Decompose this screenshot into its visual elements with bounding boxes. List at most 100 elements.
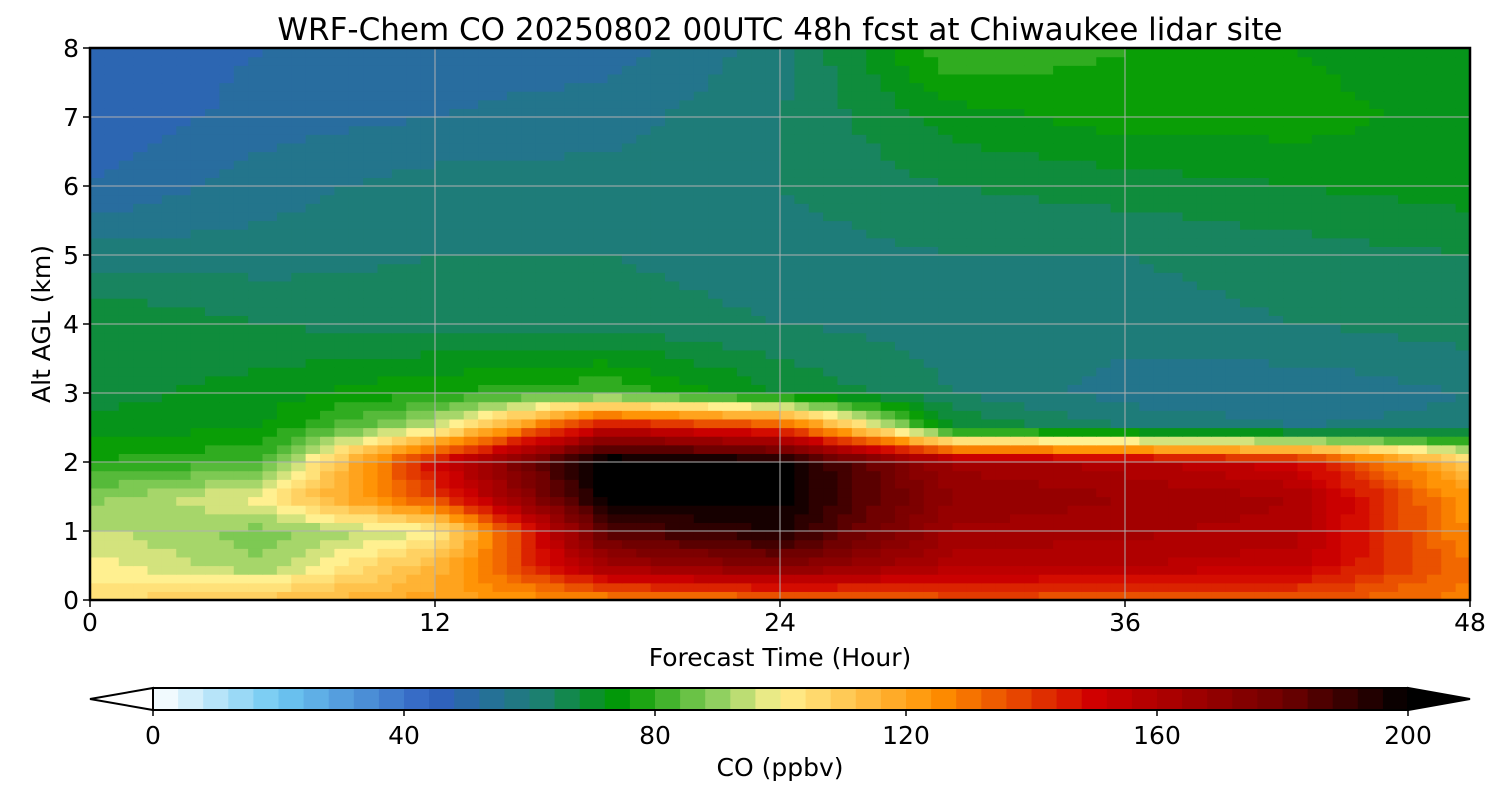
heatmap-cell xyxy=(650,505,666,515)
heatmap-cell xyxy=(1110,315,1126,325)
heatmap-cell xyxy=(147,556,163,567)
heatmap-cell xyxy=(1283,229,1299,239)
heatmap-cell xyxy=(1096,306,1112,316)
heatmap-cell xyxy=(1398,565,1414,575)
heatmap-cell xyxy=(1297,246,1313,256)
heatmap-cell xyxy=(578,298,594,308)
heatmap-cell xyxy=(90,263,105,273)
heatmap-cell xyxy=(420,151,436,161)
heatmap-cell xyxy=(104,220,120,230)
heatmap-cell xyxy=(1168,487,1184,498)
heatmap-cell xyxy=(463,263,479,273)
heatmap-cell xyxy=(952,401,968,411)
heatmap-cell xyxy=(1412,565,1428,575)
heatmap-cell xyxy=(233,401,249,411)
heatmap-cell xyxy=(1355,177,1370,187)
heatmap-cell xyxy=(765,151,781,161)
heatmap-cell xyxy=(1024,203,1040,213)
heatmap-cell xyxy=(1297,289,1313,299)
heatmap-cell xyxy=(808,505,824,515)
heatmap-cell xyxy=(506,582,522,592)
heatmap-cell xyxy=(765,444,781,454)
heatmap-cell xyxy=(607,298,623,308)
heatmap-cell xyxy=(693,410,709,420)
heatmap-cell xyxy=(564,194,580,204)
heatmap-cell xyxy=(506,487,522,498)
heatmap-cell xyxy=(1024,160,1040,170)
heatmap-cell xyxy=(104,556,120,567)
heatmap-cell xyxy=(1369,263,1385,273)
heatmap-cell xyxy=(909,582,925,592)
heatmap-cell xyxy=(1053,479,1069,489)
heatmap-cell xyxy=(564,151,580,161)
heatmap-cell xyxy=(1240,591,1255,600)
heatmap-cell xyxy=(133,220,149,230)
heatmap-cell xyxy=(90,513,105,523)
heatmap-cell xyxy=(1383,487,1399,498)
heatmap-cell xyxy=(1182,427,1198,437)
heatmap-cell xyxy=(104,151,120,161)
heatmap-cell xyxy=(693,548,709,558)
heatmap-cell xyxy=(909,487,925,498)
heatmap-cell xyxy=(205,280,220,291)
heatmap-cell xyxy=(665,263,680,273)
heatmap-cell xyxy=(506,211,522,222)
heatmap-cell xyxy=(262,289,278,299)
heatmap-cell xyxy=(463,470,479,480)
heatmap-cell xyxy=(1038,203,1054,213)
heatmap-cell xyxy=(736,513,752,523)
heatmap-cell xyxy=(1311,410,1327,420)
heatmap-cell xyxy=(938,427,954,437)
heatmap-cell xyxy=(693,393,709,403)
heatmap-cell xyxy=(722,255,738,265)
heatmap-cell xyxy=(895,289,910,299)
heatmap-cell xyxy=(823,298,839,308)
heatmap-cell xyxy=(966,280,982,291)
heatmap-cell xyxy=(736,453,752,463)
heatmap-cell xyxy=(276,462,292,472)
heatmap-cell xyxy=(722,220,738,230)
heatmap-cell xyxy=(478,272,494,282)
heatmap-cell xyxy=(176,565,192,575)
heatmap-cell xyxy=(607,263,623,273)
heatmap-cell xyxy=(348,220,364,230)
heatmap-cell xyxy=(895,401,910,411)
heatmap-cell xyxy=(1297,539,1313,549)
heatmap-cell xyxy=(1369,280,1385,291)
heatmap-cell xyxy=(161,393,177,403)
heatmap-cell xyxy=(952,315,968,325)
heatmap-cell xyxy=(1182,194,1198,204)
heatmap-cell xyxy=(1297,168,1313,178)
heatmap-cell xyxy=(1426,505,1442,515)
heatmap-cell xyxy=(305,341,321,351)
heatmap-cell xyxy=(248,332,264,342)
heatmap-cell xyxy=(406,470,422,480)
heatmap-cell xyxy=(895,513,910,523)
heatmap-cell xyxy=(1268,272,1284,282)
heatmap-cell xyxy=(1225,401,1241,411)
heatmap-cell xyxy=(276,349,292,360)
heatmap-cell xyxy=(506,427,522,437)
heatmap-cell xyxy=(133,539,149,549)
heatmap-cell xyxy=(1254,375,1270,385)
heatmap-cell xyxy=(1426,358,1442,368)
heatmap-cell xyxy=(1254,341,1270,351)
heatmap-cell xyxy=(650,306,666,316)
heatmap-cell xyxy=(780,220,795,230)
heatmap-cell xyxy=(535,220,551,230)
heatmap-cell xyxy=(736,324,752,334)
heatmap-cell xyxy=(995,255,1011,265)
heatmap-cell xyxy=(708,513,724,523)
heatmap-cell xyxy=(1225,496,1241,506)
heatmap-cell xyxy=(205,556,220,567)
heatmap-cell xyxy=(938,479,954,489)
heatmap-cell xyxy=(938,384,954,394)
heatmap-cell xyxy=(708,168,724,178)
heatmap-cell xyxy=(909,418,925,429)
heatmap-cell xyxy=(377,255,393,265)
heatmap-cell xyxy=(751,522,767,532)
heatmap-cell xyxy=(348,444,364,454)
heatmap-cell xyxy=(1110,289,1126,299)
heatmap-cell xyxy=(1010,496,1025,506)
heatmap-cell xyxy=(377,418,393,429)
